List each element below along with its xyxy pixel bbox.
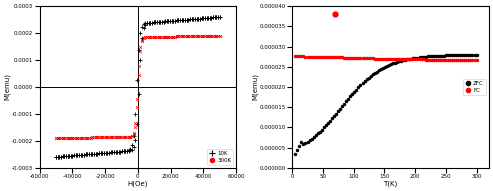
Legend: ZFC, FC: ZFC, FC — [463, 79, 486, 95]
Y-axis label: M(emu): M(emu) — [252, 73, 258, 100]
Legend: 10K, 300K: 10K, 300K — [207, 149, 233, 165]
X-axis label: H(Oe): H(Oe) — [128, 180, 148, 187]
X-axis label: T(K): T(K) — [384, 180, 398, 187]
Y-axis label: M(emu): M(emu) — [4, 73, 11, 100]
